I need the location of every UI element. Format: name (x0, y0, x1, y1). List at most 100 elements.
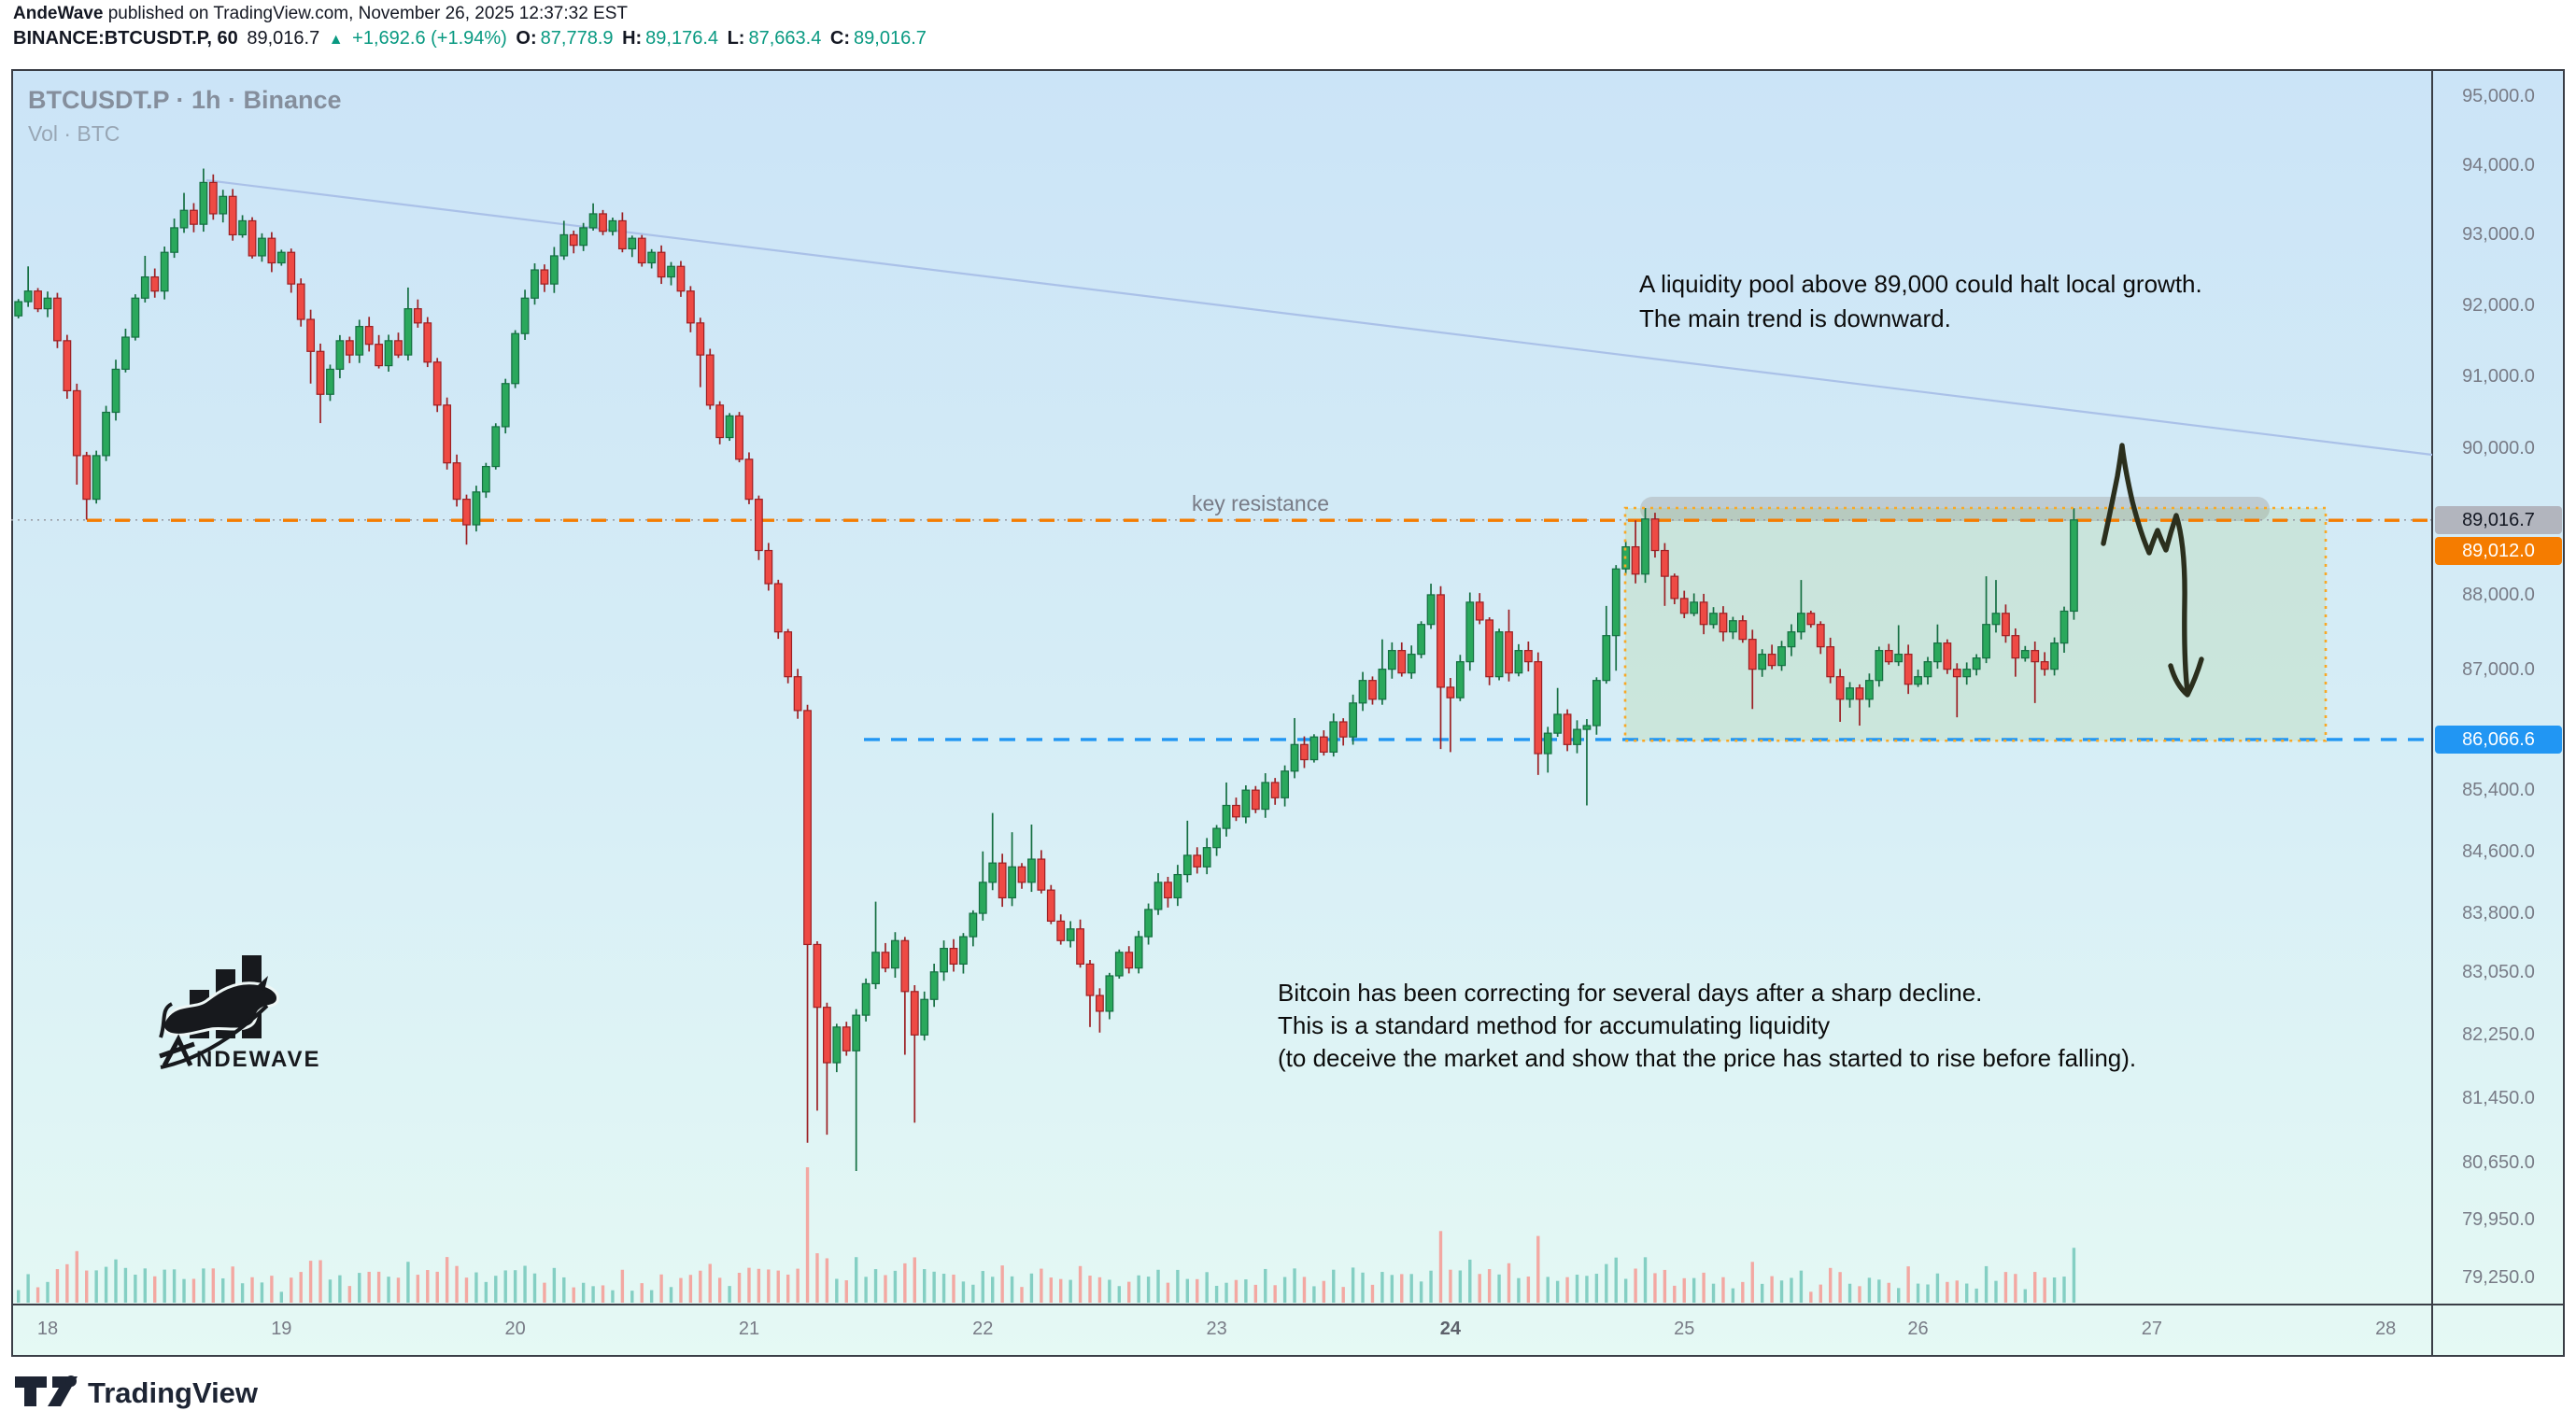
candle (160, 251, 169, 292)
time-axis-label: 23 (1206, 1319, 1227, 1339)
candle (1426, 594, 1436, 626)
volume-bar (1994, 1280, 1998, 1303)
time-axis-label: 20 (504, 1319, 526, 1339)
author-name: AndeWave (13, 4, 104, 23)
candle (23, 290, 33, 303)
candle (443, 404, 452, 464)
candle (316, 350, 325, 395)
candle (394, 340, 403, 356)
tradingview-logo[interactable]: TradingView (13, 1371, 349, 1414)
candle (531, 269, 539, 299)
volume-bar (1282, 1277, 1287, 1303)
price-badge[interactable]: 86,066.6 (2435, 725, 2562, 754)
volume-bar (796, 1268, 800, 1303)
last-price: 89,016.7 (247, 28, 320, 49)
candle (63, 340, 72, 392)
volume-bar (971, 1284, 975, 1303)
candle (43, 297, 52, 310)
volume-bar (328, 1279, 333, 1303)
candle (276, 251, 286, 264)
accumulation-box-border[interactable] (1623, 506, 2328, 742)
volume-bar (649, 1290, 654, 1303)
candle (219, 195, 228, 215)
candle (384, 340, 393, 367)
volume-bar (455, 1265, 459, 1303)
volume-bar (1731, 1288, 1735, 1303)
volume-bar (260, 1282, 264, 1303)
candle (14, 301, 23, 317)
price-axis[interactable]: 95,000.0 94,000.0 93,000.0 92,000.0 91,000.0… (2432, 69, 2565, 1304)
candle (1309, 736, 1319, 761)
time-axis-separator (11, 1304, 2565, 1305)
candle (705, 354, 715, 406)
volume-bar (903, 1263, 907, 1303)
liquidity-note-line1: A liquidity pool above 89,000 could halt… (1639, 270, 2202, 298)
candle (258, 237, 266, 257)
volume-bar (191, 1278, 196, 1303)
volume-bar (1819, 1284, 1822, 1303)
volume-bar (1429, 1270, 1433, 1303)
liquidity-note[interactable]: A liquidity pool above 89,000 could halt… (1639, 267, 2202, 336)
candle (423, 322, 432, 363)
volume-bar (270, 1276, 274, 1303)
volume-bar (65, 1263, 69, 1303)
volume-bar (1088, 1276, 1092, 1303)
volume-bar (1156, 1269, 1160, 1303)
volume-bar (240, 1283, 245, 1303)
volume-bar (426, 1270, 430, 1303)
candle (2040, 661, 2049, 670)
price-badge[interactable]: 89,012.0 (2435, 537, 2562, 566)
candle (1475, 601, 1484, 621)
candle (1816, 624, 1825, 648)
candle (238, 219, 248, 236)
volume-bar (669, 1287, 673, 1303)
volume-bar (1946, 1281, 1949, 1303)
candle (1865, 680, 1874, 700)
candle (1855, 687, 1864, 700)
candle (1017, 866, 1026, 883)
volume-layer (17, 1167, 2076, 1303)
price-axis-label: 91,000.0 (2462, 366, 2535, 388)
volume-bar (1702, 1272, 1706, 1303)
volume-bar (1146, 1277, 1151, 1303)
price-badge[interactable]: 89,016.7 (2435, 505, 2562, 534)
candle (1826, 646, 1835, 678)
volume-bar (1361, 1272, 1365, 1303)
candle (179, 209, 189, 229)
candle (803, 710, 812, 946)
candle (520, 297, 530, 334)
volume-bar (1312, 1286, 1316, 1303)
volume-bar (1419, 1281, 1423, 1303)
time-axis[interactable]: 18 19 20 21 22 23 24 25 26 27 28 (11, 1305, 2565, 1356)
volume-bar (1049, 1277, 1053, 1303)
frame-left (11, 69, 13, 1357)
volume-bar (805, 1167, 810, 1303)
candle (1670, 575, 1679, 600)
time-axis-label: 18 (36, 1319, 59, 1339)
volume-bar (182, 1278, 186, 1303)
volume-bar (630, 1291, 634, 1303)
candle (364, 326, 374, 346)
volume-bar (1838, 1272, 1842, 1303)
candle (248, 219, 257, 257)
correction-note[interactable]: Bitcoin has been correcting for several … (1278, 977, 2136, 1075)
volume-bar (981, 1271, 984, 1303)
volume-bar (202, 1268, 205, 1303)
high-value: 89,176.4 (645, 28, 719, 49)
volume-bar (717, 1277, 722, 1303)
key-resistance-label[interactable]: key resistance (1192, 491, 1330, 515)
volume-bar (2062, 1277, 2066, 1303)
volume-bar (1040, 1268, 1043, 1303)
candle (1300, 743, 1309, 761)
symbol-info-bar: BINANCE:BTCUSDT.P, 60 89,016.7 ▲ +1,692.… (13, 28, 930, 49)
volume-bar (1117, 1286, 1121, 1303)
volume-bar (231, 1266, 234, 1303)
candle (1914, 676, 1922, 685)
candle (111, 368, 120, 414)
time-axis-label: 28 (2375, 1319, 2397, 1339)
volume-bar (94, 1270, 98, 1303)
volume-bar (279, 1291, 284, 1303)
volume-bar (923, 1269, 927, 1303)
symbol-name[interactable]: BINANCE:BTCUSDT.P, 60 (13, 28, 238, 49)
